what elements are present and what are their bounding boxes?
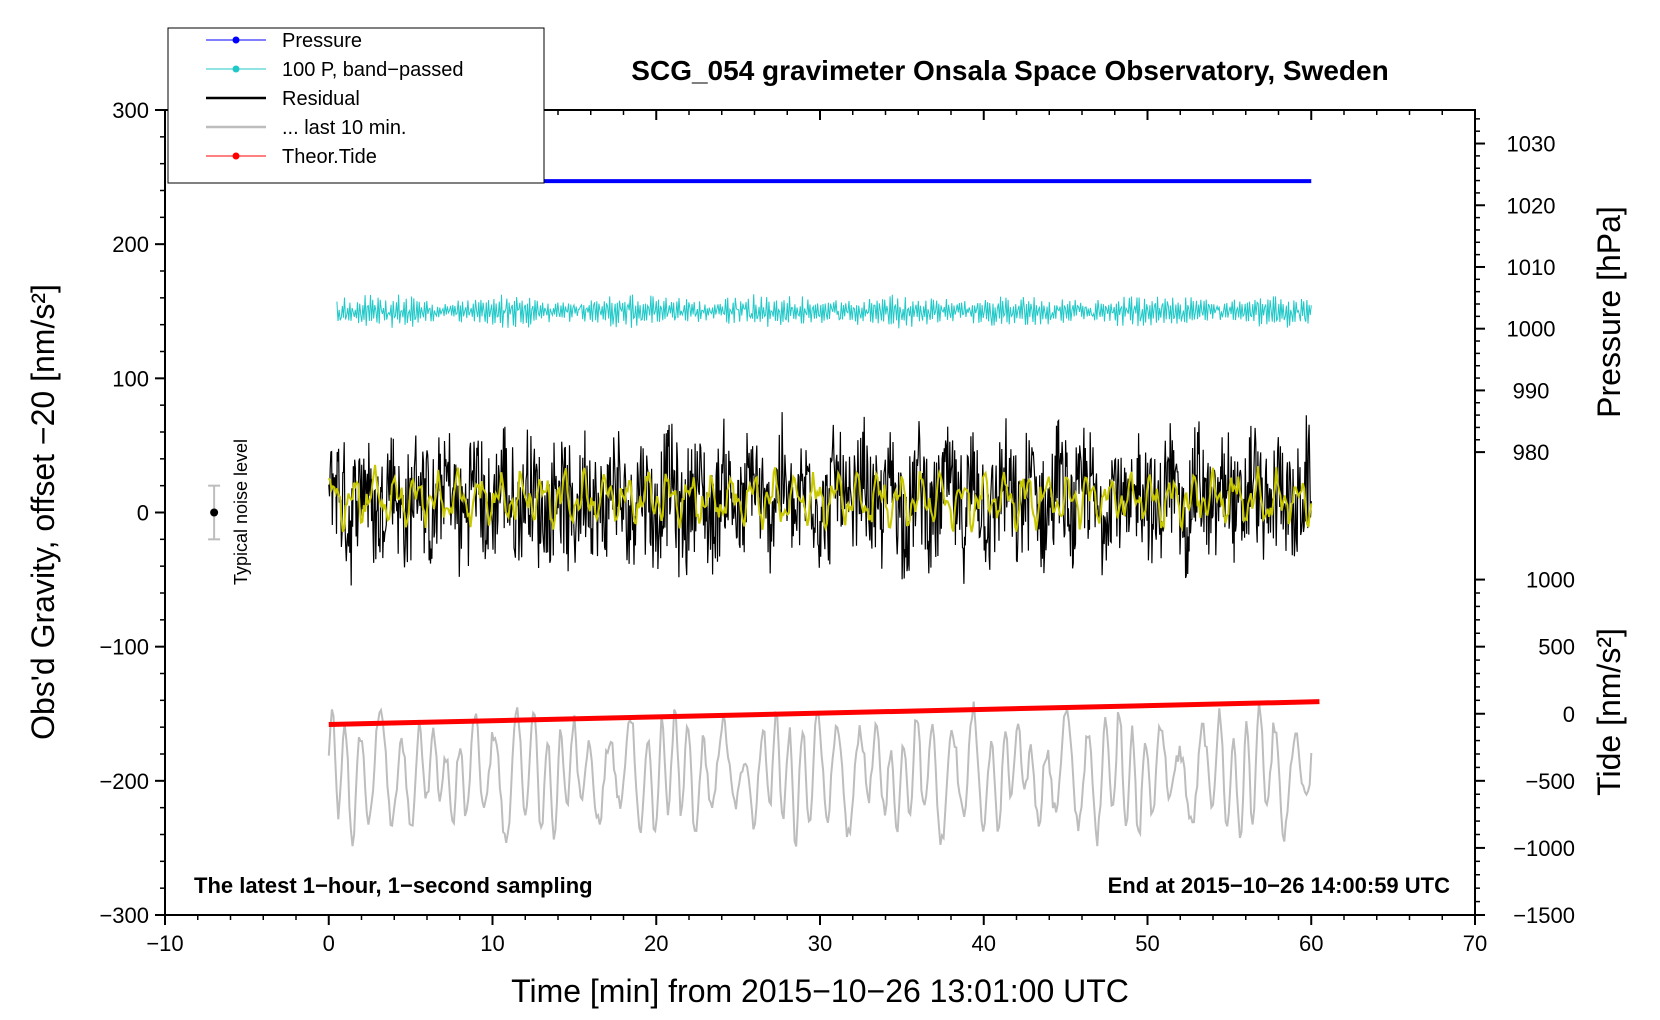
x-axis-title: Time [min] from 2015−10−26 13:01:00 UTC (511, 973, 1129, 1009)
tide-tick-label: 0 (1563, 702, 1575, 727)
series-residual (328, 412, 1312, 586)
noise-center-dot (210, 508, 219, 517)
x-tick-label: 0 (323, 931, 335, 956)
x-tick-label: 70 (1463, 931, 1487, 956)
series-layer (327, 179, 1320, 847)
series-last-10-min (327, 701, 1313, 847)
pressure-tick-label: 1000 (1507, 317, 1556, 342)
legend-label: Residual (282, 88, 360, 110)
y-tick-label: 300 (112, 98, 149, 123)
tide-axis-title: Tide [nm/s²] (1591, 628, 1627, 796)
series-theor-tide (328, 699, 1320, 727)
tide-tick-label: −500 (1525, 769, 1575, 794)
series-residual-smoothed (327, 464, 1313, 533)
x-tick-label: 10 (480, 931, 504, 956)
pressure-axis-title: Pressure [hPa] (1591, 206, 1627, 418)
x-tick-label: −10 (146, 931, 183, 956)
y-tick-label: −200 (99, 769, 149, 794)
legend-label: Theor.Tide (282, 146, 377, 168)
pressure-tick-label: 1030 (1507, 132, 1556, 157)
x-tick-label: 50 (1135, 931, 1159, 956)
legend-marker (232, 36, 240, 44)
y-tick-label: −300 (99, 903, 149, 928)
legend-label: Pressure (282, 30, 362, 52)
legend-marker (232, 152, 240, 160)
tide-tick-label: −1000 (1513, 836, 1575, 861)
noise-label: Typical noise level (231, 439, 251, 585)
tide-tick-label: −1500 (1513, 903, 1575, 928)
noise-indicator: Typical noise level (208, 439, 251, 585)
x-tick-label: 30 (808, 931, 832, 956)
y-tick-label: 200 (112, 232, 149, 257)
legend-items: Pressure 100 P, band−passed Residual ... la… (206, 30, 463, 168)
y-tick-label: −100 (99, 635, 149, 660)
x-tick-label: 20 (644, 931, 668, 956)
pressure-tick-label: 990 (1513, 378, 1550, 403)
chart-title: SCG_054 gravimeter Onsala Space Observat… (631, 55, 1388, 86)
tide-tick-label: 1000 (1526, 568, 1575, 593)
legend-box (167, 27, 545, 184)
tide-tick-label: 500 (1538, 635, 1575, 660)
legend-label: 100 P, band−passed (282, 59, 463, 81)
annotation-right: End at 2015−10−26 14:00:59 UTC (1108, 873, 1451, 898)
y-tick-label: 0 (137, 501, 149, 526)
pressure-tick-label: 1010 (1507, 255, 1556, 280)
x-tick-label: 40 (972, 931, 996, 956)
pressure-tick-label: 1020 (1507, 193, 1556, 218)
y-axis-title: Obs'd Gravity, offset −20 [nm/s²] (25, 284, 61, 740)
x-tick-label: 60 (1299, 931, 1323, 956)
annotation-left: The latest 1−hour, 1−second sampling (194, 873, 593, 898)
y-tick-label: 100 (112, 366, 149, 391)
pressure-tick-label: 980 (1513, 440, 1550, 465)
series-band-passed-pressure (336, 294, 1312, 329)
legend-label: ... last 10 min. (282, 117, 407, 139)
legend: Pressure 100 P, band−passed Residual ... la… (167, 27, 545, 184)
axis-layer: −10 0 10 20 30 40 50 60 70−300−200−1000100200300… (99, 98, 1575, 956)
legend-marker (232, 65, 240, 73)
